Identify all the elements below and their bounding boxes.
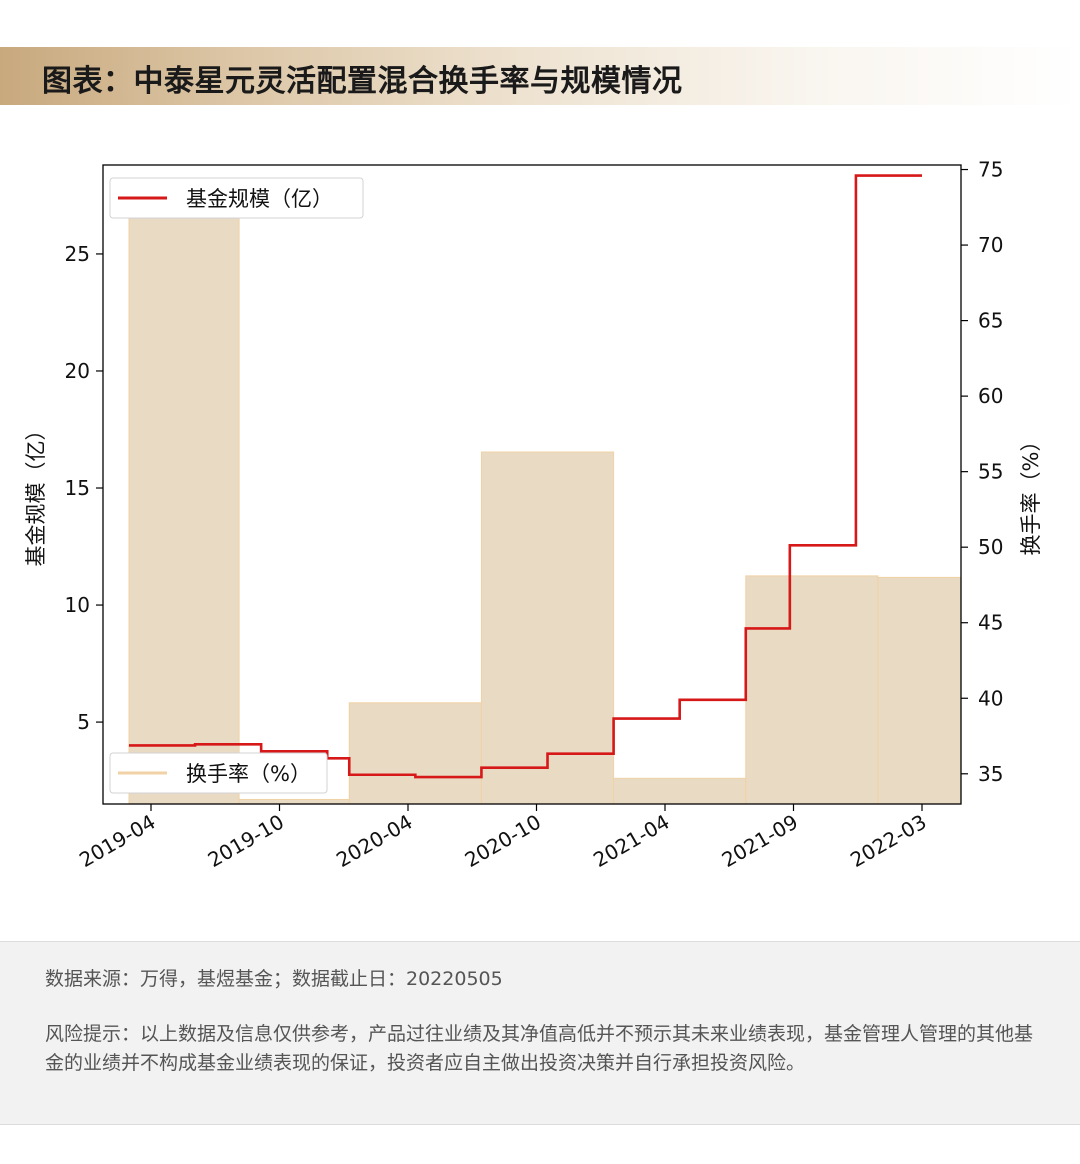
right-tick-label: 50 [978,535,1003,559]
left-tick-label: 20 [65,359,90,383]
left-tick-label: 15 [65,476,90,500]
plot-frame [102,164,962,805]
right-tick-label: 65 [978,309,1003,333]
turnover-bar-6 [877,576,962,805]
x-tick-label: 2021-04 [589,810,673,873]
legend-scale-box [109,177,364,219]
turnover-bar-0 [128,206,240,805]
left-tick-label: 5 [77,710,90,734]
x-axis: 2019-04 2019-10 2020-04 2020-10 2021-04 2021-… [75,804,931,873]
data-source: 数据来源：万得，基煜基金；数据截止日：20220505 [45,968,503,990]
chart: 2019-04 2019-10 2020-04 2020-10 2021-04 2021-… [24,158,1043,873]
turnover-bar-2 [348,702,482,805]
turnover-bar-5 [745,575,879,805]
turnover-bar-4 [613,777,747,805]
legend-scale-label: 基金规模（亿） [186,187,333,211]
turnover-bars [128,206,962,805]
x-tick-label: 2020-04 [332,810,416,873]
chart-title: 图表：中泰星元灵活配置混合换手率与规模情况 [42,64,683,99]
right-tick-label: 75 [978,158,1003,182]
right-axis-label: 换手率（%） [1019,431,1043,556]
legend-scale: 基金规模（亿） [109,177,364,219]
scale-line [128,174,922,779]
left-y-axis: 5 10 15 20 25 [65,242,103,734]
x-tick-label: 2022-03 [846,810,930,873]
legend-turnover-box [109,752,328,794]
turnover-bar-3 [480,451,615,805]
left-tick-label: 10 [65,593,90,617]
scale-line-group [128,174,922,779]
right-tick-label: 35 [978,762,1003,786]
right-tick-label: 45 [978,611,1003,635]
x-tick-label: 2019-04 [75,810,159,873]
left-axis-label: 基金规模（亿） [24,420,48,567]
legend-turnover: 换手率（%） [109,752,328,794]
right-tick-label: 40 [978,686,1003,710]
x-tick-label: 2019-10 [204,810,288,873]
legend-turnover-label: 换手率（%） [186,762,311,786]
right-tick-label: 70 [978,233,1003,257]
left-tick-label: 25 [65,242,90,266]
x-tick-label: 2021-09 [718,810,802,873]
footer: 数据来源：万得，基煜基金；数据截止日：20220505 风险提示：以上数据及信息… [0,941,1080,1125]
x-tick-label: 2020-10 [461,810,545,873]
risk-disclaimer: 风险提示：以上数据及信息仅供参考，产品过往业绩及其净值高低并不预示其未来业绩表现… [45,1023,1034,1074]
right-y-axis: 35 40 45 50 55 60 65 70 75 [961,158,1003,786]
right-tick-label: 60 [978,384,1003,408]
title-bar: 图表：中泰星元灵活配置混合换手率与规模情况 [0,47,1080,105]
right-tick-label: 55 [978,460,1003,484]
turnover-bar-1 [238,798,350,805]
